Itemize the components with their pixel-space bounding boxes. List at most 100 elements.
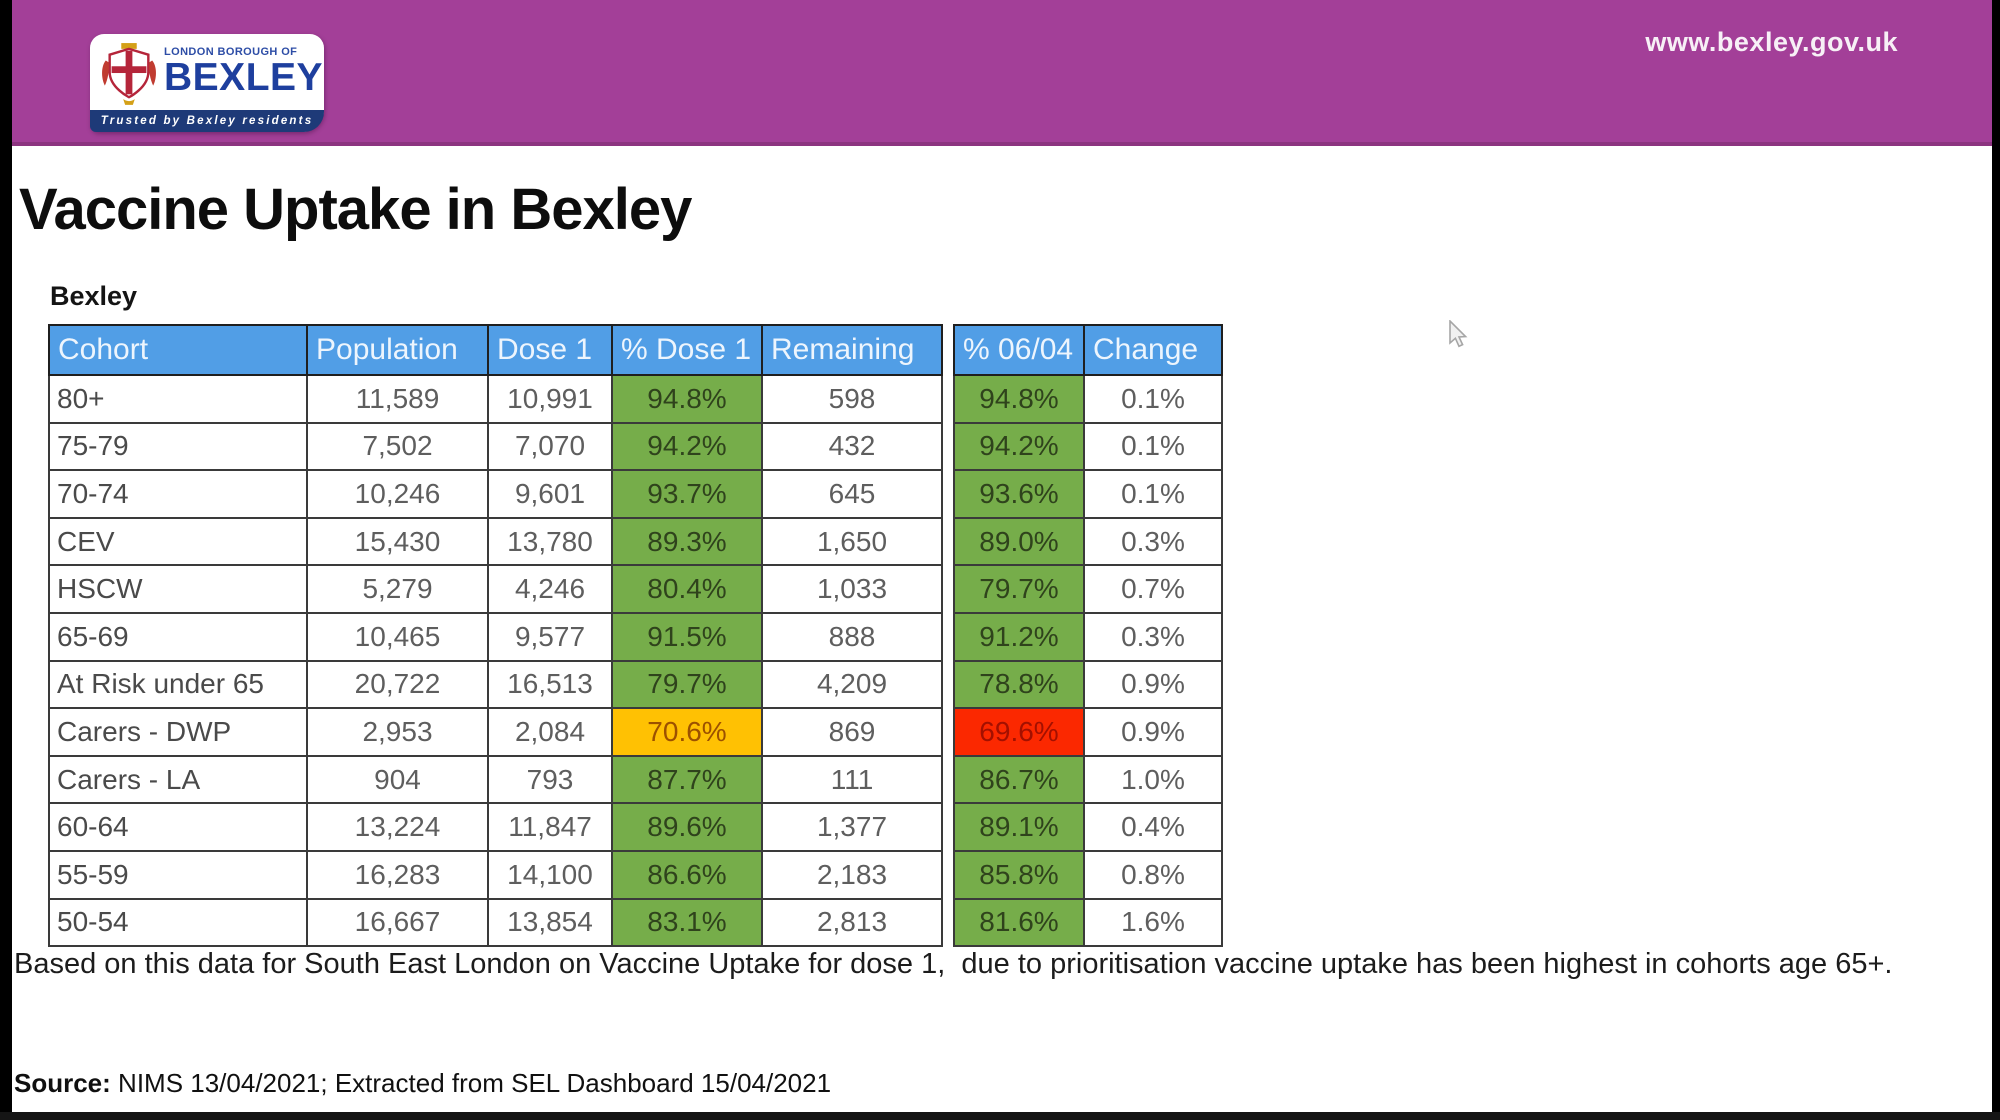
- letterbox-bottom: [0, 1112, 2000, 1120]
- pct-dose1-cell: 80.4%: [611, 564, 763, 614]
- spacer-column: [942, 422, 954, 471]
- source-line: Source: NIMS 13/04/2021; Extracted from …: [14, 1068, 831, 1099]
- dose1-cell: 14,100: [487, 849, 613, 900]
- pct-0604-cell: 86.7%: [953, 754, 1085, 805]
- change-cell: 0.8%: [1083, 849, 1223, 900]
- table-row: 80+ 11,589 10,991 94.8% 598 94.8% 0.1%: [48, 374, 1223, 424]
- table-row: HSCW 5,279 4,246 80.4% 1,033 79.7% 0.7%: [48, 564, 1223, 614]
- pct-0604-cell: 79.7%: [953, 564, 1085, 614]
- dose1-cell: 7,070: [487, 421, 613, 472]
- table-row: Carers - LA 904 793 87.7% 111 86.7% 1.0%: [48, 754, 1223, 805]
- cohort-cell: 80+: [48, 374, 308, 424]
- col-change: Change: [1083, 324, 1223, 376]
- change-cell: 0.3%: [1083, 516, 1223, 567]
- dose1-cell: 13,780: [487, 516, 613, 567]
- cohort-cell: 70-74: [48, 469, 308, 519]
- pct-0604-cell: 81.6%: [953, 897, 1085, 948]
- cohort-cell: 60-64: [48, 802, 308, 852]
- change-cell: 0.4%: [1083, 802, 1223, 852]
- col-pct-dose1: % Dose 1: [611, 324, 763, 376]
- pct-0604-cell: 93.6%: [953, 469, 1085, 519]
- letterbox-right: [1992, 0, 2000, 1120]
- table-row: 55-59 16,283 14,100 86.6% 2,183 85.8% 0.8%: [48, 849, 1223, 900]
- page-title: Vaccine Uptake in Bexley: [19, 177, 692, 242]
- website-url: www.bexley.gov.uk: [1645, 27, 1898, 57]
- population-cell: 5,279: [306, 564, 489, 614]
- logo-tagline: Trusted by Bexley residents: [90, 110, 324, 132]
- spacer-column: [942, 470, 954, 518]
- table-row: 50-54 16,667 13,854 83.1% 2,813 81.6% 1.6%: [48, 897, 1223, 948]
- coat-of-arms-icon: [102, 43, 156, 105]
- spacer-column: [942, 375, 954, 423]
- pct-dose1-cell: 94.2%: [611, 421, 763, 472]
- col-cohort: Cohort: [48, 324, 308, 376]
- population-cell: 13,224: [306, 802, 489, 852]
- dose1-cell: 16,513: [487, 659, 613, 710]
- cohort-cell: Carers - LA: [48, 754, 308, 805]
- spacer-column: [942, 660, 954, 709]
- commentary-text: Based on this data for South East London…: [14, 948, 1893, 980]
- pct-0604-cell: 94.8%: [953, 374, 1085, 424]
- logo-text: LONDON BOROUGH OF BEXLEY: [164, 46, 324, 99]
- logo-borough-line: LONDON BOROUGH OF: [164, 46, 298, 58]
- remaining-cell: 869: [761, 707, 943, 757]
- population-cell: 16,283: [306, 849, 489, 900]
- spacer-column: [942, 612, 954, 661]
- col-pct-0604: % 06/04: [953, 324, 1085, 376]
- change-cell: 0.9%: [1083, 707, 1223, 757]
- pct-dose1-cell: 86.6%: [611, 849, 763, 900]
- pct-dose1-cell: 94.8%: [611, 374, 763, 424]
- table-row: Carers - DWP 2,953 2,084 70.6% 869 69.6% 0.9%: [48, 707, 1223, 757]
- pct-dose1-cell: 79.7%: [611, 659, 763, 710]
- cohort-cell: HSCW: [48, 564, 308, 614]
- pct-0604-cell: 89.0%: [953, 516, 1085, 567]
- pct-dose1-cell: 91.5%: [611, 611, 763, 662]
- pct-0604-cell: 94.2%: [953, 421, 1085, 472]
- header-band: LONDON BOROUGH OF BEXLEY Trusted by Bexl…: [12, 0, 1992, 146]
- table-row: 60-64 13,224 11,847 89.6% 1,377 89.1% 0.4%: [48, 802, 1223, 852]
- population-cell: 20,722: [306, 659, 489, 710]
- spacer-column: [942, 850, 954, 899]
- spacer-column: [942, 898, 954, 947]
- table-header-row: Cohort Population Dose 1% Dose 1 Remaining%…: [48, 324, 1223, 376]
- remaining-cell: 645: [761, 469, 943, 519]
- spacer-column: [942, 517, 954, 566]
- change-cell: 0.9%: [1083, 659, 1223, 710]
- cohort-cell: Carers - DWP: [48, 707, 308, 757]
- remaining-cell: 888: [761, 611, 943, 662]
- remaining-cell: 2,813: [761, 897, 943, 948]
- pct-dose1-cell: 87.7%: [611, 754, 763, 805]
- spacer-column: [942, 325, 954, 375]
- population-cell: 15,430: [306, 516, 489, 567]
- letterbox-left: [0, 0, 12, 1120]
- table-row: At Risk under 65 20,722 16,513 79.7% 4,209 78…: [48, 659, 1223, 710]
- remaining-cell: 2,183: [761, 849, 943, 900]
- pct-dose1-cell: 89.3%: [611, 516, 763, 567]
- table-label: Bexley: [50, 281, 138, 311]
- dose1-cell: 4,246: [487, 564, 613, 614]
- change-cell: 1.0%: [1083, 754, 1223, 805]
- change-cell: 0.3%: [1083, 611, 1223, 662]
- remaining-cell: 111: [761, 754, 943, 805]
- spacer-column: [942, 565, 954, 613]
- logo-bexley-wordmark: BEXLEY: [164, 56, 324, 99]
- change-cell: 1.6%: [1083, 897, 1223, 948]
- dose1-cell: 793: [487, 754, 613, 805]
- spacer-column: [942, 708, 954, 756]
- cohort-cell: 65-69: [48, 611, 308, 662]
- spacer-column: [942, 803, 954, 851]
- population-cell: 7,502: [306, 421, 489, 472]
- dose1-cell: 2,084: [487, 707, 613, 757]
- col-remaining: Remaining: [761, 324, 943, 376]
- table-row: 65-69 10,465 9,577 91.5% 888 91.2% 0.3%: [48, 611, 1223, 662]
- dose1-cell: 11,847: [487, 802, 613, 852]
- change-cell: 0.1%: [1083, 469, 1223, 519]
- dose1-cell: 10,991: [487, 374, 613, 424]
- cohort-cell: 50-54: [48, 897, 308, 948]
- population-cell: 10,246: [306, 469, 489, 519]
- remaining-cell: 4,209: [761, 659, 943, 710]
- remaining-cell: 598: [761, 374, 943, 424]
- population-cell: 11,589: [306, 374, 489, 424]
- col-population: Population: [306, 324, 489, 376]
- pct-dose1-cell: 89.6%: [611, 802, 763, 852]
